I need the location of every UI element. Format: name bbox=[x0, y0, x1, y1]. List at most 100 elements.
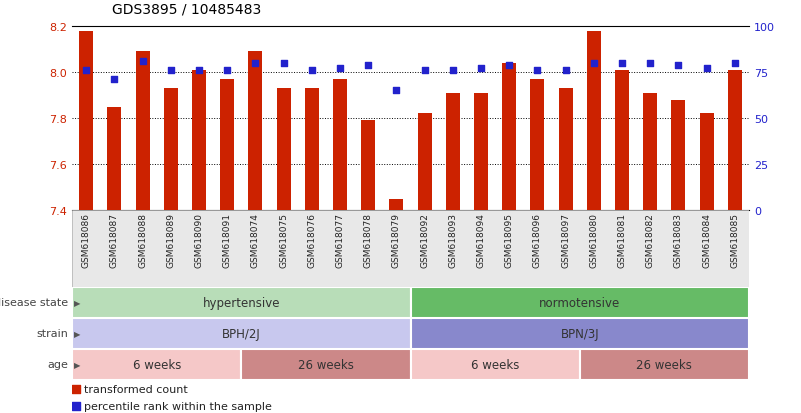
Point bbox=[644, 60, 657, 67]
Text: GSM618076: GSM618076 bbox=[308, 213, 316, 268]
Point bbox=[333, 66, 346, 72]
Text: ▶: ▶ bbox=[74, 329, 80, 338]
Text: 26 weeks: 26 weeks bbox=[298, 358, 354, 371]
Bar bbox=[643, 93, 658, 211]
Text: GSM618096: GSM618096 bbox=[533, 213, 542, 268]
Point bbox=[136, 59, 149, 65]
Text: GSM618075: GSM618075 bbox=[279, 213, 288, 268]
Point bbox=[503, 62, 516, 69]
Bar bbox=[615, 71, 629, 211]
Text: GSM618090: GSM618090 bbox=[195, 213, 203, 268]
Point bbox=[80, 68, 93, 74]
Text: age: age bbox=[47, 359, 68, 370]
Point bbox=[616, 60, 629, 67]
Text: GSM618074: GSM618074 bbox=[251, 213, 260, 268]
Point bbox=[277, 60, 290, 67]
Bar bbox=[72, 349, 241, 380]
Text: GSM618081: GSM618081 bbox=[618, 213, 626, 268]
Point bbox=[249, 60, 262, 67]
Bar bbox=[192, 71, 206, 211]
Bar bbox=[361, 121, 375, 211]
Text: 6 weeks: 6 weeks bbox=[132, 358, 181, 371]
Bar bbox=[79, 31, 93, 211]
Text: GSM618083: GSM618083 bbox=[674, 213, 683, 268]
Text: GSM618084: GSM618084 bbox=[702, 213, 711, 268]
Bar bbox=[304, 89, 319, 211]
Bar bbox=[530, 80, 545, 211]
Text: GSM618078: GSM618078 bbox=[364, 213, 372, 268]
Point bbox=[672, 62, 685, 69]
Bar bbox=[135, 52, 150, 211]
Point bbox=[70, 402, 83, 409]
Point bbox=[221, 68, 234, 74]
Bar bbox=[502, 64, 517, 211]
Point bbox=[559, 68, 572, 74]
Text: 26 weeks: 26 weeks bbox=[636, 358, 692, 371]
Text: GSM618094: GSM618094 bbox=[477, 213, 485, 268]
Text: GSM618079: GSM618079 bbox=[392, 213, 401, 268]
Text: percentile rank within the sample: percentile rank within the sample bbox=[84, 401, 272, 411]
Bar bbox=[389, 199, 404, 211]
Text: GSM618089: GSM618089 bbox=[167, 213, 175, 268]
Bar bbox=[241, 349, 410, 380]
Text: strain: strain bbox=[36, 328, 68, 339]
Text: BPN/3J: BPN/3J bbox=[561, 327, 599, 340]
Bar bbox=[72, 287, 410, 318]
Point bbox=[108, 77, 121, 83]
Bar bbox=[72, 318, 410, 349]
Point bbox=[70, 386, 83, 392]
Bar bbox=[580, 349, 749, 380]
Text: BPH/2J: BPH/2J bbox=[222, 327, 260, 340]
Text: GSM618097: GSM618097 bbox=[562, 213, 570, 268]
Bar bbox=[220, 80, 234, 211]
Bar bbox=[410, 349, 580, 380]
Text: disease state: disease state bbox=[0, 297, 68, 308]
Point bbox=[164, 68, 177, 74]
Bar bbox=[410, 318, 749, 349]
Bar bbox=[474, 93, 488, 211]
Text: GSM618092: GSM618092 bbox=[420, 213, 429, 268]
Text: GSM618088: GSM618088 bbox=[138, 213, 147, 268]
Point bbox=[192, 68, 205, 74]
Bar bbox=[728, 71, 742, 211]
Text: GSM618093: GSM618093 bbox=[449, 213, 457, 268]
Text: GSM618091: GSM618091 bbox=[223, 213, 231, 268]
Bar bbox=[446, 93, 460, 211]
Text: normotensive: normotensive bbox=[539, 296, 620, 309]
Text: ▶: ▶ bbox=[74, 360, 80, 369]
Bar bbox=[107, 107, 122, 211]
Bar bbox=[72, 211, 749, 287]
Text: hypertensive: hypertensive bbox=[203, 296, 280, 309]
Point bbox=[587, 60, 600, 67]
Point bbox=[446, 68, 459, 74]
Text: GSM618086: GSM618086 bbox=[82, 213, 91, 268]
Bar bbox=[417, 114, 432, 211]
Point bbox=[728, 60, 741, 67]
Text: transformed count: transformed count bbox=[84, 384, 187, 394]
Point bbox=[418, 68, 431, 74]
Bar bbox=[276, 89, 291, 211]
Point bbox=[390, 88, 403, 95]
Text: GDS3895 / 10485483: GDS3895 / 10485483 bbox=[112, 2, 261, 17]
Bar bbox=[248, 52, 263, 211]
Point bbox=[305, 68, 318, 74]
Bar bbox=[558, 89, 573, 211]
Point bbox=[362, 62, 375, 69]
Bar bbox=[410, 287, 749, 318]
Bar bbox=[671, 100, 686, 211]
Bar bbox=[587, 31, 601, 211]
Point bbox=[475, 66, 488, 72]
Text: GSM618082: GSM618082 bbox=[646, 213, 654, 268]
Text: GSM618087: GSM618087 bbox=[110, 213, 119, 268]
Text: GSM618077: GSM618077 bbox=[336, 213, 344, 268]
Text: GSM618085: GSM618085 bbox=[731, 213, 739, 268]
Point bbox=[531, 68, 544, 74]
Bar bbox=[163, 89, 178, 211]
Text: ▶: ▶ bbox=[74, 298, 80, 307]
Bar bbox=[333, 80, 347, 211]
Text: GSM618095: GSM618095 bbox=[505, 213, 513, 268]
Text: GSM618080: GSM618080 bbox=[590, 213, 598, 268]
Bar bbox=[699, 114, 714, 211]
Text: 6 weeks: 6 weeks bbox=[471, 358, 519, 371]
Point bbox=[700, 66, 713, 72]
